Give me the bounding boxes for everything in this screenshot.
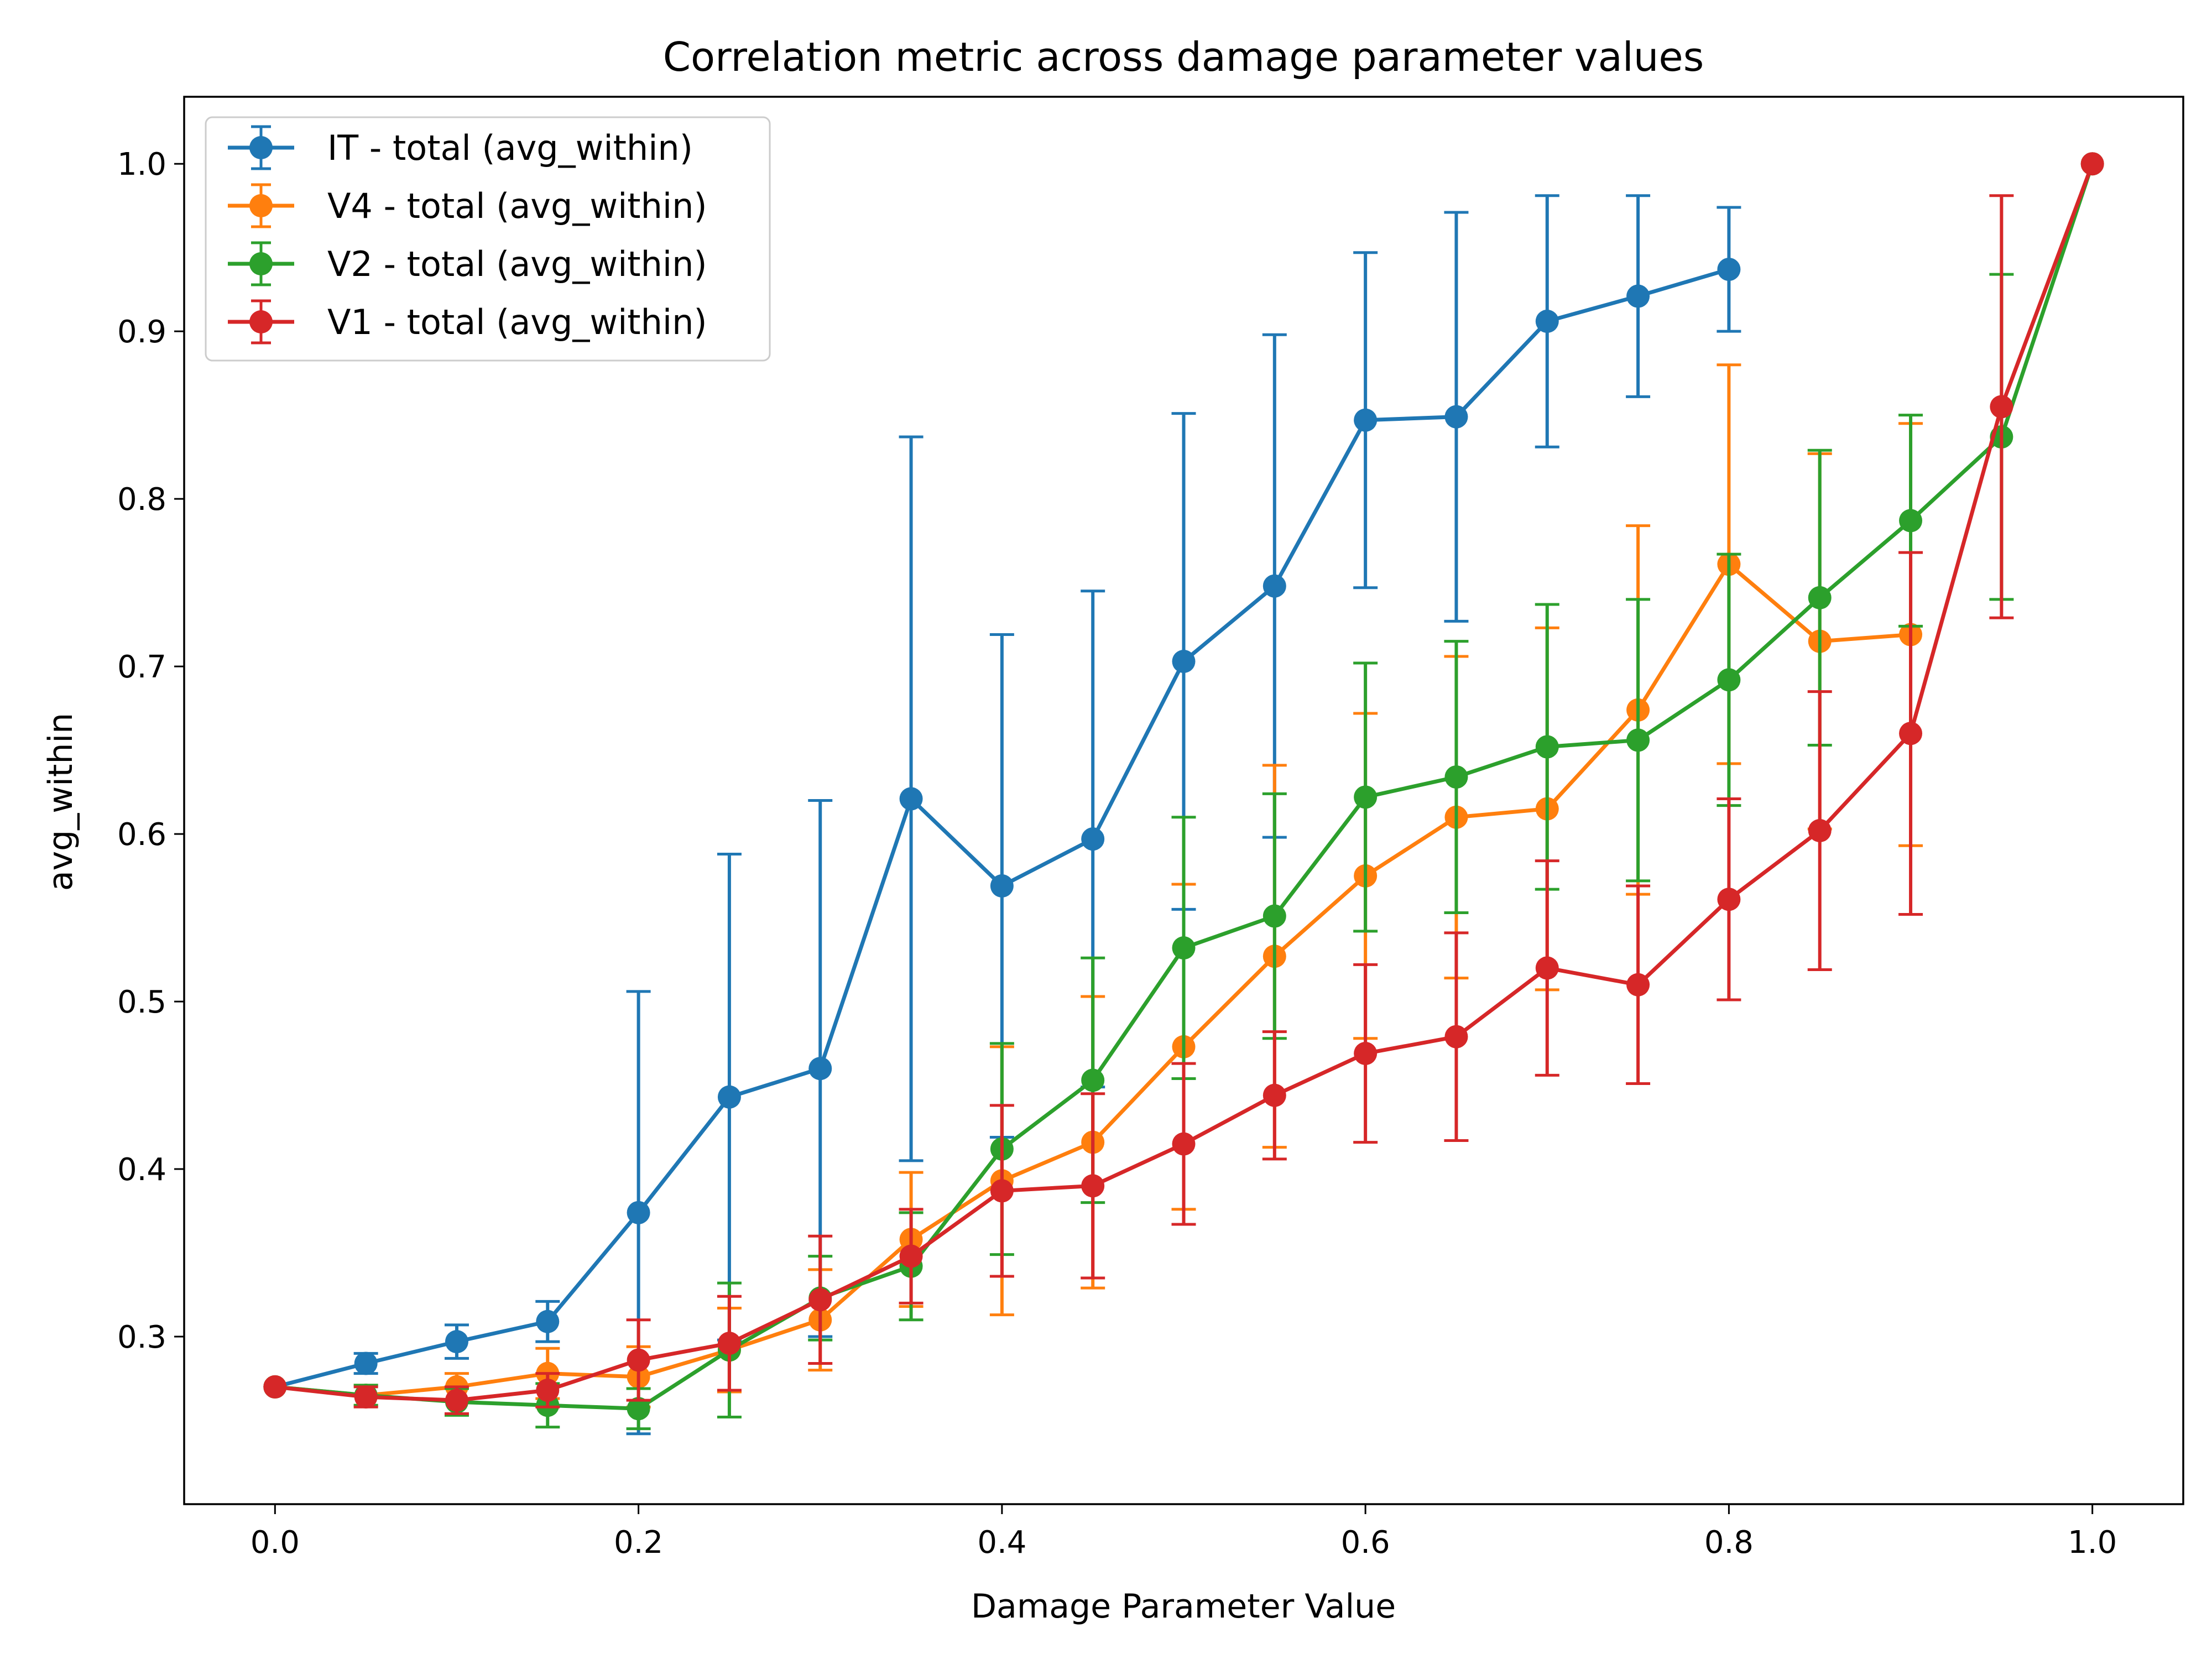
x-axis-label: Damage Parameter Value bbox=[971, 1587, 1396, 1626]
data-point bbox=[627, 1201, 650, 1224]
legend-label: IT - total (avg_within) bbox=[327, 128, 693, 168]
data-point bbox=[2080, 152, 2104, 176]
data-point bbox=[1172, 936, 1196, 960]
x-tick-label: 0.2 bbox=[614, 1525, 663, 1561]
data-point bbox=[1990, 395, 2013, 419]
legend-marker bbox=[249, 136, 273, 159]
legend-item: V4 - total (avg_within) bbox=[228, 183, 707, 228]
y-tick-label: 0.4 bbox=[117, 1152, 166, 1188]
y-tick-label: 0.9 bbox=[117, 314, 166, 350]
data-point bbox=[1899, 722, 1923, 745]
data-point bbox=[717, 1332, 741, 1355]
data-point bbox=[1626, 728, 1650, 752]
series-2 bbox=[263, 152, 2104, 1431]
plot-frame bbox=[183, 96, 2184, 1505]
data-point bbox=[717, 1085, 741, 1109]
plot-area: 0.0 0.2 0.4 0.6 0.8 1.0 0.3 0.4 0.5 0.6 0.7 0.8 0.9 1… bbox=[117, 96, 2184, 1561]
data-point bbox=[808, 1288, 832, 1312]
data-point bbox=[990, 1179, 1014, 1203]
data-point bbox=[1172, 1132, 1196, 1156]
data-point bbox=[1717, 258, 1741, 281]
data-point bbox=[354, 1352, 378, 1375]
legend-label: V4 - total (avg_within) bbox=[327, 186, 707, 226]
data-point bbox=[1262, 1083, 1286, 1107]
y-axis-label: avg_within bbox=[41, 713, 80, 891]
legend-label: V1 - total (avg_within) bbox=[327, 302, 707, 342]
data-point bbox=[1626, 284, 1650, 308]
data-point bbox=[1172, 650, 1196, 674]
data-point bbox=[445, 1389, 468, 1412]
data-point bbox=[899, 1244, 923, 1268]
legend-box bbox=[205, 116, 771, 362]
data-point bbox=[536, 1378, 560, 1402]
data-point bbox=[627, 1348, 650, 1372]
data-point bbox=[1626, 973, 1650, 997]
legend-marker bbox=[249, 194, 273, 217]
x-tick-label: 0.0 bbox=[251, 1525, 300, 1561]
data-point bbox=[1535, 309, 1559, 333]
data-point bbox=[808, 1057, 832, 1081]
data-point bbox=[1354, 408, 1378, 432]
data-point bbox=[1899, 509, 1923, 533]
data-point bbox=[1444, 765, 1468, 789]
data-point bbox=[1444, 405, 1468, 429]
data-point bbox=[1081, 827, 1105, 851]
data-point bbox=[1081, 1174, 1105, 1198]
data-point bbox=[1354, 1041, 1378, 1065]
data-point bbox=[1717, 668, 1741, 692]
chart-title: Correlation metric across damage paramet… bbox=[663, 34, 1704, 80]
data-point bbox=[354, 1385, 378, 1409]
x-tick-label: 0.8 bbox=[1704, 1525, 1754, 1561]
data-point bbox=[1262, 574, 1286, 598]
data-point bbox=[990, 874, 1014, 898]
y-tick-label: 1.0 bbox=[117, 147, 166, 182]
data-point bbox=[1354, 785, 1378, 809]
legend-label: V2 - total (avg_within) bbox=[327, 244, 707, 284]
legend-item: IT - total (avg_within) bbox=[228, 125, 693, 170]
y-tick-label: 0.7 bbox=[117, 649, 166, 685]
data-point bbox=[899, 787, 923, 811]
x-tick-label: 0.4 bbox=[977, 1525, 1026, 1561]
data-point bbox=[1717, 888, 1741, 911]
data-point bbox=[1535, 735, 1559, 759]
legend: IT - total (avg_within) V4 - total (avg_w… bbox=[205, 116, 771, 362]
x-tick-label: 0.6 bbox=[1341, 1525, 1390, 1561]
legend-item: V1 - total (avg_within) bbox=[228, 299, 707, 345]
legend-item: V2 - total (avg_within) bbox=[228, 241, 707, 286]
series-3 bbox=[263, 152, 2104, 1415]
x-tick-label: 1.0 bbox=[2068, 1525, 2117, 1561]
data-point bbox=[1808, 586, 1832, 609]
y-tick-label: 0.3 bbox=[117, 1319, 166, 1355]
data-point bbox=[1262, 904, 1286, 928]
data-point bbox=[1808, 819, 1832, 843]
data-point bbox=[627, 1397, 650, 1421]
y-tick-label: 0.8 bbox=[117, 482, 166, 518]
data-point bbox=[263, 1375, 287, 1399]
data-point bbox=[445, 1330, 468, 1354]
data-point bbox=[536, 1310, 560, 1333]
data-point bbox=[1444, 1025, 1468, 1048]
data-point bbox=[1535, 956, 1559, 980]
y-tick-label: 0.5 bbox=[117, 984, 166, 1020]
data-point bbox=[1081, 1068, 1105, 1092]
legend-marker bbox=[249, 252, 273, 275]
y-tick-label: 0.6 bbox=[117, 817, 166, 853]
legend-marker bbox=[249, 310, 273, 333]
